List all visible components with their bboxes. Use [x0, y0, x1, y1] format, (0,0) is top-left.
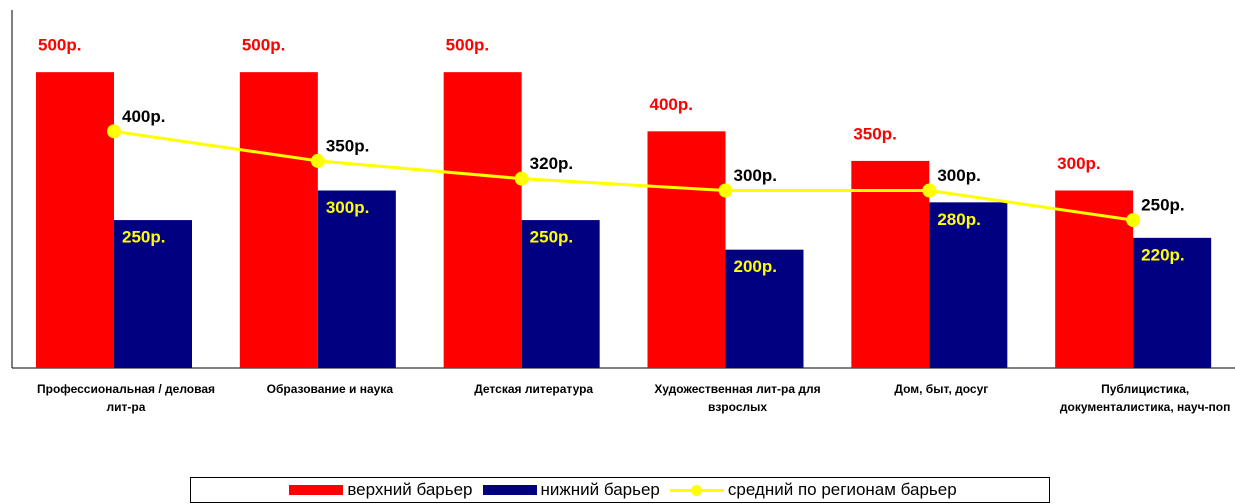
x-tick-label: Профессиональная / деловая лит-ра: [36, 382, 216, 414]
x-tick-label: Детская литература: [474, 382, 594, 396]
data-label: 300р.: [734, 166, 777, 185]
x-tick-label: Образование и наука: [266, 382, 394, 396]
x-tick-label: Художественная лит-ра для взрослых: [654, 382, 821, 414]
bar: [851, 160, 930, 368]
data-label: 280р.: [937, 210, 980, 229]
legend-label: нижний барьер: [540, 480, 660, 499]
bar: [521, 220, 600, 368]
bar: [114, 220, 192, 368]
bar: [929, 202, 1008, 368]
x-tick-label: Дом, быт, досуг: [894, 382, 989, 396]
bar: [317, 190, 396, 368]
bar: [725, 249, 804, 368]
data-label: 300р.: [1057, 154, 1100, 173]
line-point: [107, 124, 121, 139]
legend-label: средний по регионам барьер: [727, 480, 957, 499]
line-point: [718, 183, 733, 198]
bar: [647, 131, 726, 368]
data-label: 500р.: [446, 36, 489, 55]
bar: [239, 72, 318, 369]
bar: [1133, 237, 1212, 368]
legend-dot: [690, 485, 702, 496]
bar: [36, 72, 114, 369]
data-label: 320р.: [530, 154, 573, 173]
data-label: 400р.: [650, 95, 693, 114]
data-label: 500р.: [38, 36, 81, 55]
data-label: 400р.: [122, 107, 165, 126]
legend-label: верхний барьер: [347, 480, 473, 499]
legend-swatch: [289, 485, 344, 495]
line-point: [514, 171, 529, 186]
line-point: [922, 183, 937, 198]
data-label: 350р.: [326, 136, 369, 155]
data-label: 250р.: [1141, 196, 1184, 215]
data-label: 350р.: [853, 124, 896, 143]
line: [113, 129, 1134, 222]
bar: [443, 72, 522, 369]
data-label: 220р.: [1141, 245, 1184, 264]
x-tick-label: Публицистика, документалистика, науч-поп: [1059, 382, 1231, 414]
data-label: 500р.: [242, 36, 285, 55]
line-point: [1126, 213, 1141, 228]
legend-swatch: [669, 485, 724, 496]
legend: верхний барьер нижний барьер средний по ре…: [190, 477, 1050, 503]
data-label: 200р.: [734, 257, 777, 276]
line-point: [310, 153, 325, 168]
legend-swatch: [482, 485, 537, 495]
data-label: 250р.: [122, 228, 165, 247]
data-label: 300р.: [326, 198, 369, 217]
data-label: 250р.: [530, 228, 573, 247]
bar: [1055, 190, 1134, 368]
data-label: 300р.: [937, 166, 980, 185]
